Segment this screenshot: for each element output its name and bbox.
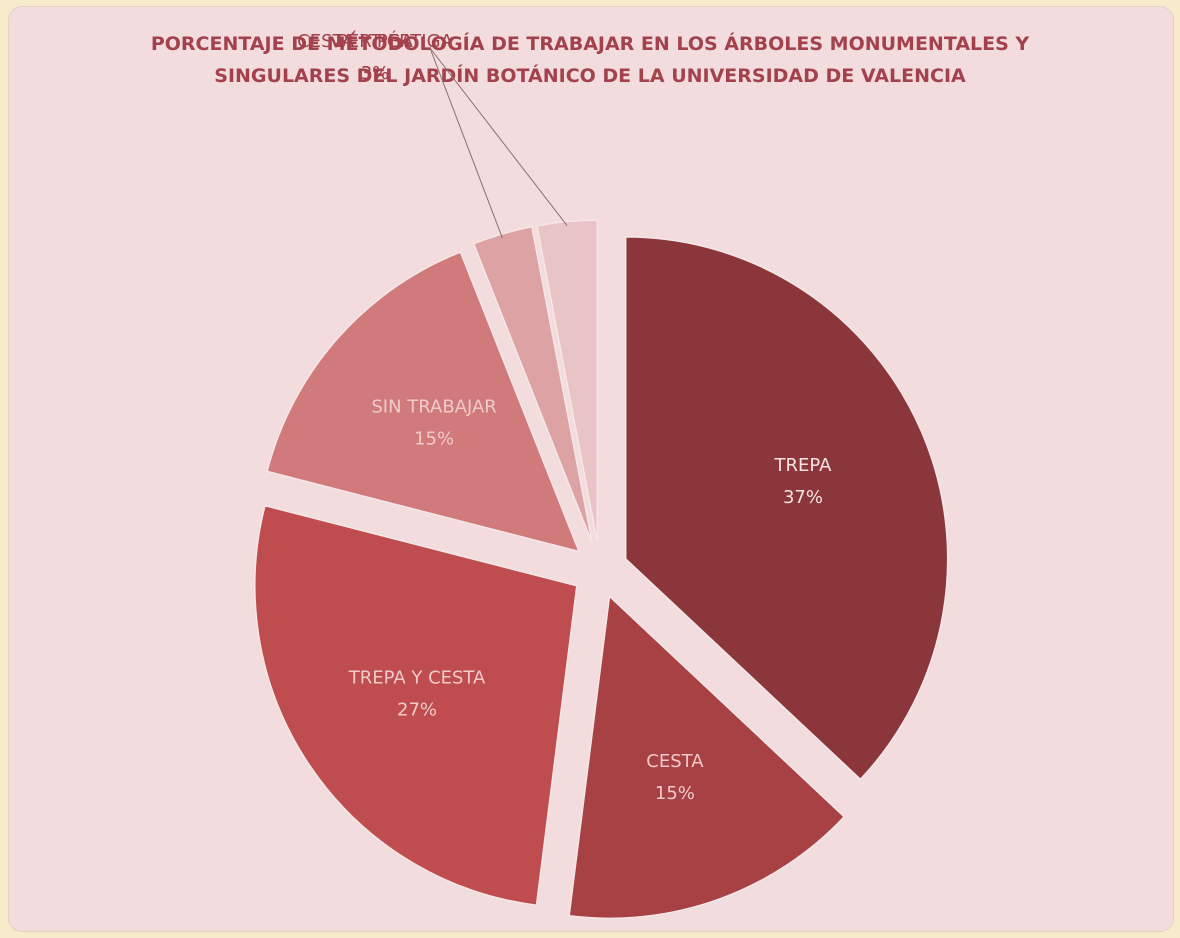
slice-label: TREPA Y CESTA (348, 667, 486, 688)
pie-slice (254, 504, 578, 907)
slice-value-label: 3% (361, 63, 390, 84)
leader-line (429, 47, 568, 226)
pie-slice (536, 219, 599, 543)
pie-slice (624, 236, 949, 781)
slice-value-label: 27% (397, 699, 437, 720)
slice-label: SIN TRABAJAR (371, 397, 496, 418)
slice-label: CESTA Y PÉRTIGA (297, 30, 453, 52)
slice-value-label: 15% (414, 429, 454, 450)
leader-line (429, 47, 503, 239)
slice-value-label: 3% (361, 63, 390, 84)
slice-label: PÉRTIGA (337, 30, 414, 52)
pie-slice (266, 251, 581, 553)
slice-label: TREPA (774, 455, 833, 476)
pie-slice (568, 594, 846, 920)
slice-value-label: 37% (783, 487, 823, 508)
chart-title: PORCENTAJE DE MÉTODOLOGÍA DE TRABAJAR EN… (150, 33, 1030, 87)
slice-value-label: 15% (655, 783, 695, 804)
pie-slice (472, 225, 593, 544)
slice-label: CESTA (646, 751, 704, 772)
